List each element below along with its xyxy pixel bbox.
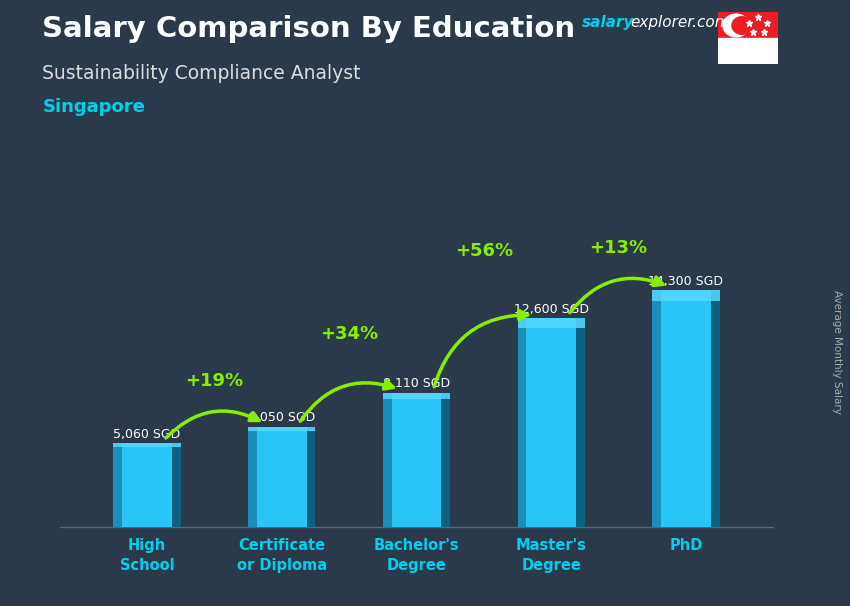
Bar: [441, 393, 451, 527]
Text: Sustainability Compliance Analyst: Sustainability Compliance Analyst: [42, 64, 361, 82]
Bar: [113, 444, 181, 527]
Text: Singapore: Singapore: [42, 98, 145, 116]
Text: +13%: +13%: [590, 239, 648, 257]
Bar: [248, 427, 315, 527]
Bar: [718, 38, 778, 64]
Bar: [718, 12, 778, 38]
Text: Average Monthly Salary: Average Monthly Salary: [832, 290, 842, 413]
Text: Salary Comparison By Education: Salary Comparison By Education: [42, 15, 575, 43]
FancyArrowPatch shape: [166, 411, 259, 438]
Bar: [248, 427, 257, 527]
Bar: [113, 444, 122, 527]
Text: 5,060 SGD: 5,060 SGD: [113, 428, 181, 441]
Bar: [518, 318, 585, 527]
Bar: [113, 444, 181, 447]
Bar: [652, 290, 720, 527]
Text: 14,300 SGD: 14,300 SGD: [649, 275, 723, 287]
Bar: [248, 427, 315, 431]
Text: explorer.com: explorer.com: [631, 15, 730, 30]
Text: 6,050 SGD: 6,050 SGD: [248, 411, 315, 424]
Bar: [382, 393, 450, 399]
Bar: [652, 290, 720, 301]
FancyArrowPatch shape: [434, 310, 528, 387]
Text: +34%: +34%: [320, 325, 378, 343]
Text: 12,600 SGD: 12,600 SGD: [513, 303, 589, 316]
FancyArrowPatch shape: [300, 381, 394, 421]
Text: +56%: +56%: [455, 242, 513, 260]
Bar: [576, 318, 585, 527]
Wedge shape: [723, 14, 749, 37]
Bar: [652, 290, 661, 527]
Bar: [307, 427, 315, 527]
Bar: [518, 318, 585, 328]
Text: 8,110 SGD: 8,110 SGD: [383, 377, 450, 390]
Wedge shape: [732, 17, 752, 35]
Bar: [711, 290, 720, 527]
Bar: [172, 444, 181, 527]
Bar: [518, 318, 526, 527]
Bar: [382, 393, 392, 527]
Text: salary: salary: [582, 15, 635, 30]
FancyArrowPatch shape: [570, 277, 663, 313]
Bar: [382, 393, 450, 527]
Text: +19%: +19%: [185, 373, 243, 390]
